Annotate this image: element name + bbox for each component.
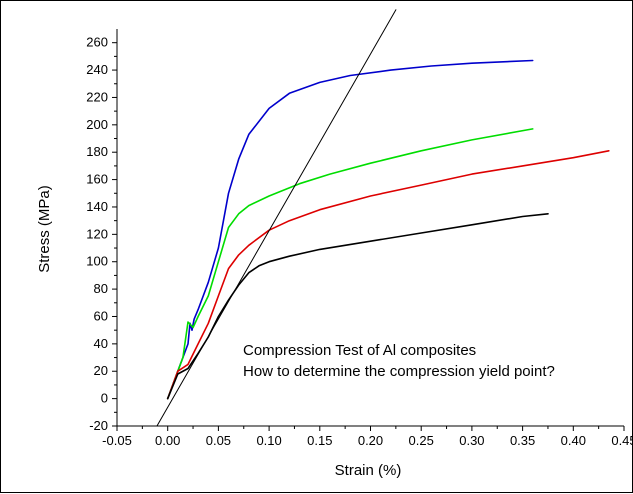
- y-tick-label: 40: [94, 336, 108, 351]
- axes-layer: -20 0 20 40 60 80 100 120 140 160 180 200 220 240 260 -…: [86, 29, 633, 448]
- y-tick-label: 180: [86, 144, 108, 159]
- series-layer: [156, 9, 610, 426]
- y-tick-label: 80: [94, 281, 108, 296]
- x-tick-label: 0.20: [358, 433, 383, 448]
- x-tick-label: -0.05: [102, 433, 132, 448]
- x-tick-label: 0.30: [459, 433, 484, 448]
- y-tick-label: 100: [86, 254, 108, 269]
- x-tick-label: 0.15: [307, 433, 332, 448]
- offset-line: [156, 9, 397, 426]
- x-tick-label: 0.45: [611, 433, 633, 448]
- y-tick-label: 260: [86, 35, 108, 50]
- labels-layer: Stress (MPa) Strain (%) Compression Test…: [36, 185, 555, 479]
- annotation-line-2: How to determine the compression yield p…: [243, 363, 555, 380]
- y-tick-label: 200: [86, 117, 108, 132]
- y-tick-label: 0: [101, 391, 108, 406]
- y-tick-label: 160: [86, 172, 108, 187]
- x-tick-label: 0.10: [256, 433, 281, 448]
- x-tick-label: 0.00: [155, 433, 180, 448]
- y-tick-label: -20: [89, 418, 108, 433]
- x-tick-label: 0.35: [510, 433, 535, 448]
- series-line-3: [166, 213, 549, 400]
- series-line-1: [166, 128, 534, 400]
- x-axis-title: Strain (%): [335, 462, 402, 479]
- y-tick-label: 20: [94, 363, 108, 378]
- x-tick-label: 0.05: [206, 433, 231, 448]
- x-tick-label: 0.25: [409, 433, 434, 448]
- y-tick-label: 240: [86, 62, 108, 77]
- y-axis-title: Stress (MPa): [36, 185, 53, 273]
- y-tick-label: 60: [94, 308, 108, 323]
- series-line-2: [166, 150, 610, 400]
- y-tick-label: 120: [86, 226, 108, 241]
- annotation-line-1: Compression Test of Al composites: [243, 342, 476, 359]
- x-tick-label: 0.40: [561, 433, 586, 448]
- y-tick-label: 140: [86, 199, 108, 214]
- y-tick-label: 220: [86, 89, 108, 104]
